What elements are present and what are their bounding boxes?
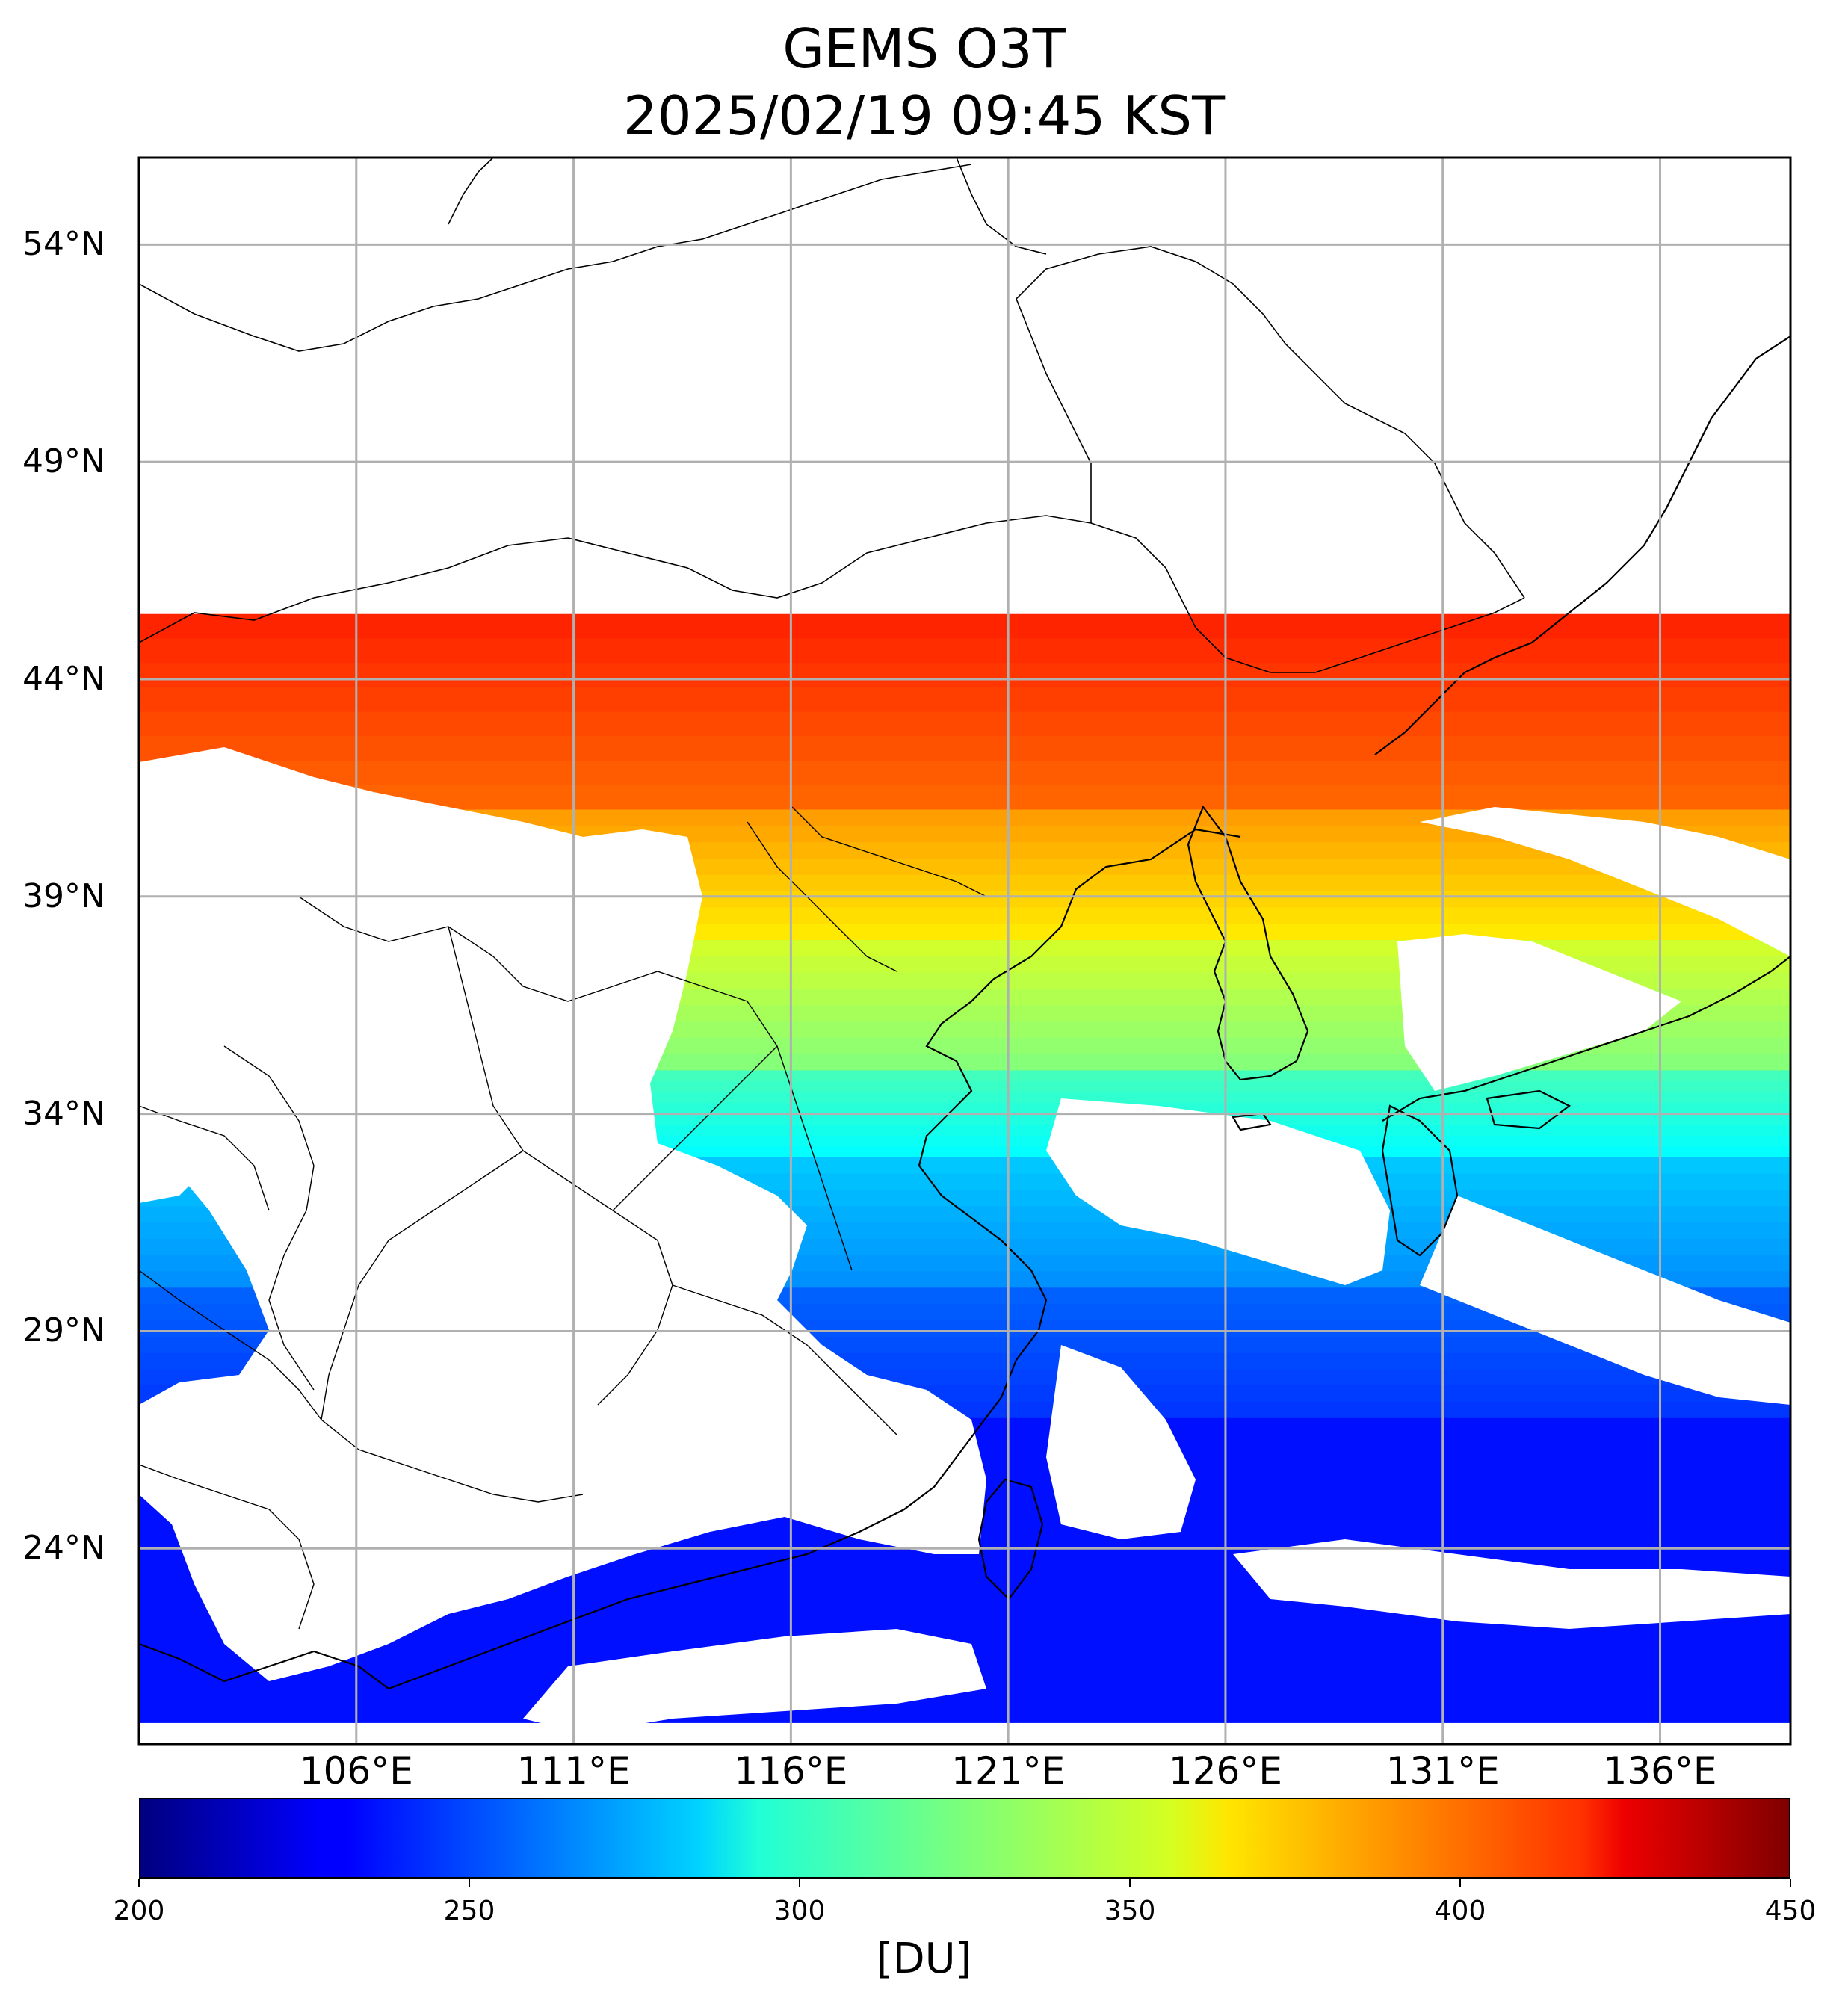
gridlines — [139, 158, 1790, 1744]
lat-tick-label: 49°N — [22, 442, 105, 481]
no-data-region — [1046, 1345, 1196, 1539]
colorbar-tick-label: 350 — [1104, 1896, 1156, 1926]
no-data-region — [523, 1629, 986, 1734]
coastline-shikoku — [1486, 1089, 1572, 1130]
coastline-layer — [139, 158, 1790, 1690]
colorbar-tick-mark — [138, 1879, 140, 1887]
ozone-band — [139, 663, 1790, 688]
no-data-region — [139, 1076, 224, 1203]
no-data-region — [1420, 807, 1790, 956]
no-data-region — [1397, 934, 1681, 1091]
coastline-kyushu — [1381, 1104, 1459, 1257]
lon-tick-label: 106°E — [299, 1749, 413, 1793]
lat-tick-label: 29°N — [22, 1311, 105, 1350]
no-data-region — [139, 158, 1790, 598]
ozone-band — [139, 809, 1790, 827]
ozone-band — [139, 613, 1790, 640]
lon-tick-label: 136°E — [1603, 1749, 1717, 1793]
no-data-region — [1233, 1539, 1790, 1629]
coastline-korea — [1187, 805, 1309, 1081]
coastline-russia — [1374, 336, 1790, 755]
colorbar-label: [DU] — [876, 1935, 972, 1983]
lon-tick-label: 121°E — [951, 1749, 1066, 1793]
colorbar-tick-mark — [469, 1879, 470, 1887]
lon-tick-label: 111°E — [516, 1749, 631, 1793]
coastline-china — [388, 828, 1241, 1690]
no-data-region — [139, 747, 986, 1681]
colorbar-tick-label: 250 — [443, 1896, 495, 1926]
lat-tick-label: 54°N — [22, 225, 105, 264]
colorbar — [139, 1798, 1790, 1879]
colorbar-tick-label: 400 — [1434, 1896, 1486, 1926]
colorbar-tick-label: 200 — [113, 1896, 165, 1926]
no-data-region — [1046, 1098, 1390, 1285]
baikal-lake — [956, 158, 1047, 255]
lon-tick-label: 116°E — [734, 1749, 848, 1793]
colorbar-tick-mark — [799, 1879, 800, 1887]
cloud-mask-layer — [139, 158, 1790, 1734]
colorbar-tick-label: 300 — [773, 1896, 826, 1926]
no-data-region — [1420, 1196, 1790, 1405]
lat-tick-label: 24°N — [22, 1529, 105, 1568]
border-lines — [139, 515, 1525, 673]
lat-tick-label: 34°N — [22, 1094, 105, 1133]
coastline-japan — [1382, 956, 1790, 1122]
lon-tick-label: 126°E — [1168, 1749, 1282, 1793]
coastline-south-china — [139, 1642, 389, 1689]
colorbar-tick-label: 450 — [1764, 1896, 1817, 1926]
province-borders — [139, 806, 987, 1630]
mongolia-border — [139, 158, 972, 352]
lat-tick-label: 44°N — [22, 659, 105, 698]
ozone-band — [139, 638, 1790, 664]
lat-tick-label: 39°N — [22, 876, 105, 915]
colorbar-tick-mark — [1459, 1879, 1461, 1887]
colorbar-tick-mark — [1790, 1879, 1791, 1887]
chart-title-line1: GEMS O3T — [782, 17, 1066, 80]
chart-title-line2: 2025/02/19 09:45 KST — [622, 84, 1226, 147]
ozone-band — [139, 736, 1790, 762]
ozone-band — [139, 711, 1790, 738]
map-frame — [137, 156, 1792, 1746]
colorbar-tick-mark — [1129, 1879, 1131, 1887]
ozone-band — [139, 761, 1790, 786]
ozone-band — [139, 687, 1790, 713]
lon-tick-label: 131°E — [1385, 1749, 1500, 1793]
colorbar-gradient — [140, 1799, 1789, 1877]
